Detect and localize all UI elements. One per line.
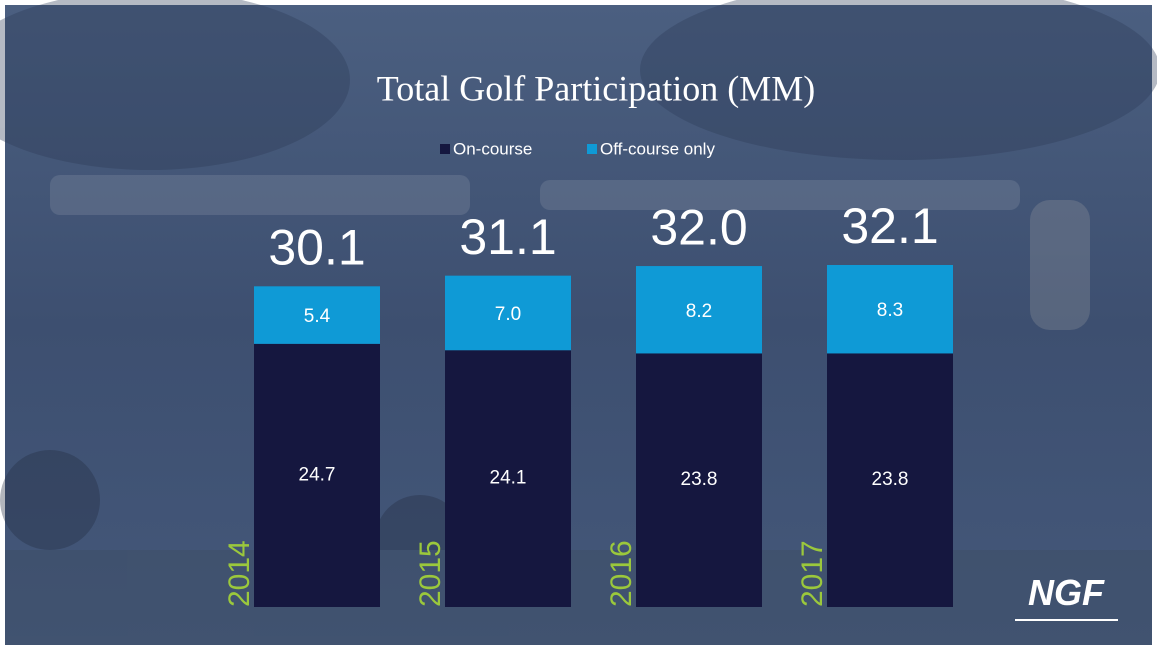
bar-segment [445,350,571,607]
value-label: 5.4 [304,306,331,327]
legend-swatch [440,144,450,154]
bar-segment [636,353,762,607]
category-label: 2016 [605,540,638,607]
logo: NGF [1028,572,1105,613]
legend-label: On-course [453,139,532,158]
category-label: 2017 [796,540,829,607]
total-label: 32.0 [650,199,747,255]
value-label: 8.3 [877,300,903,321]
total-label: 31.1 [459,209,556,265]
total-label: 30.1 [268,220,365,276]
category-label: 2015 [414,540,447,607]
bar-segment [636,266,762,354]
value-label: 24.1 [490,468,527,489]
bar-segment [254,286,380,344]
bar-segment [254,343,380,607]
category-label: 2014 [223,540,256,607]
bar-segment [827,353,953,607]
value-label: 8.2 [686,301,712,322]
legend-swatch [587,144,597,154]
value-label: 24.7 [299,464,336,485]
value-label: 23.8 [681,469,718,490]
background [5,5,1152,645]
bar-segment [827,265,953,354]
bar-segment [445,275,571,351]
legend-label: Off-course only [600,139,715,158]
total-label: 32.1 [841,198,938,254]
chart-title: Total Golf Participation (MM) [377,68,815,108]
value-label: 23.8 [872,469,909,490]
value-label: 7.0 [495,304,521,325]
